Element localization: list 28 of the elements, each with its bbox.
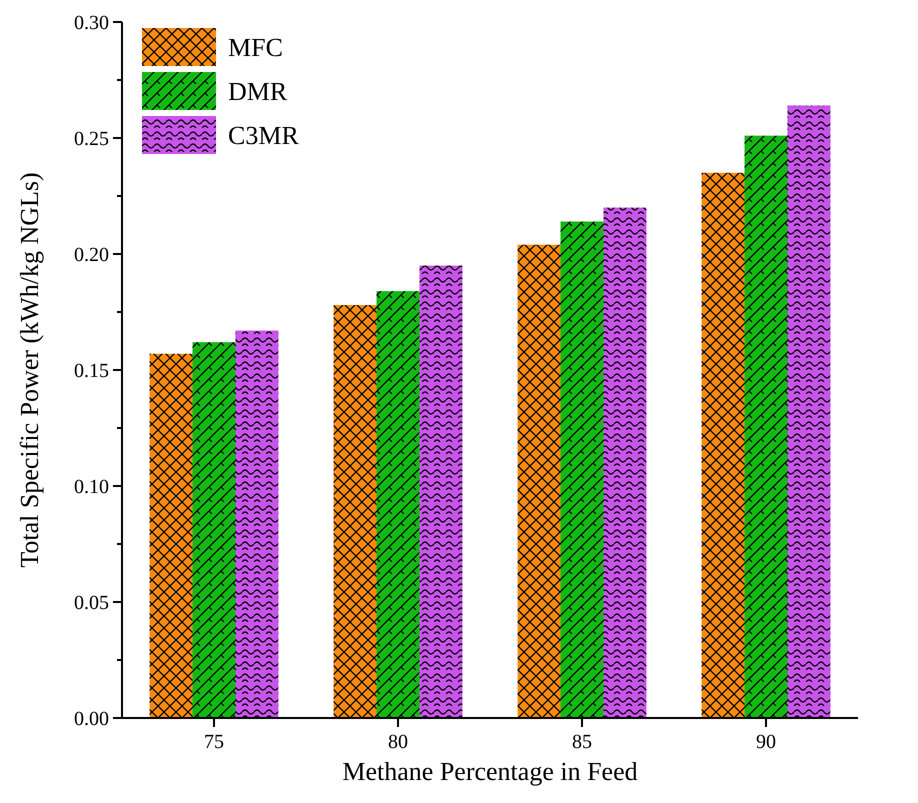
y-tick-label: 0.00 (74, 708, 109, 730)
legend-label: C3MR (228, 121, 300, 150)
bar (518, 244, 561, 718)
bar (376, 291, 420, 718)
y-tick-label: 0.20 (74, 244, 109, 266)
y-tick-label: 0.10 (74, 476, 109, 498)
x-tick-label: 80 (388, 731, 408, 753)
x-axis-title: Methane Percentage in Feed (342, 757, 638, 786)
bar (560, 222, 604, 718)
legend-label: MFC (228, 33, 283, 62)
x-tick-label: 85 (572, 731, 592, 753)
bar (419, 266, 462, 718)
bar (334, 305, 377, 718)
bar (235, 330, 278, 718)
y-tick-label: 0.15 (74, 360, 109, 382)
bar (787, 106, 830, 718)
bar (603, 208, 646, 718)
bar (150, 354, 193, 718)
x-tick-label: 90 (756, 731, 776, 753)
y-axis-title: Total Specific Power (kWh/kg NGLs) (15, 172, 44, 568)
y-tick-label: 0.05 (74, 592, 109, 614)
legend-label: DMR (228, 77, 288, 106)
bar (702, 172, 745, 718)
bar (744, 136, 788, 718)
bar (192, 342, 236, 718)
y-tick-label: 0.30 (74, 12, 109, 34)
y-tick-label: 0.25 (74, 128, 109, 150)
x-tick-label: 75 (204, 731, 224, 753)
